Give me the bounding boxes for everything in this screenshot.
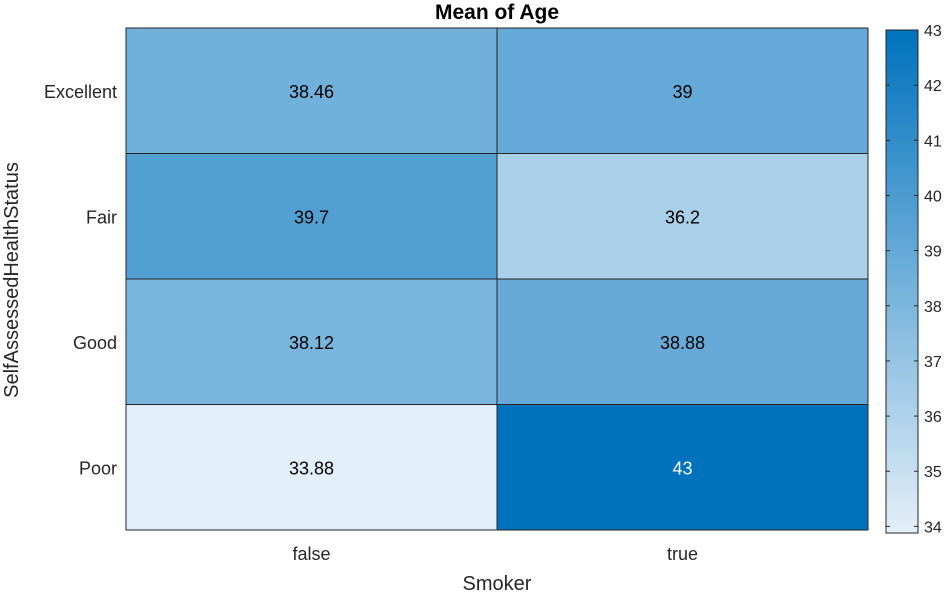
y-tick-label: Good xyxy=(73,333,117,353)
x-axis-ticks: false true xyxy=(292,544,698,564)
colorbar-ticks: 34 35 36 37 38 39 40 41 42 43 xyxy=(886,23,942,536)
cell-value-label: 43 xyxy=(672,458,692,478)
heatmap-cell xyxy=(125,404,498,531)
colorbar-tick-label: 36 xyxy=(924,409,942,426)
colorbar-tick-label: 42 xyxy=(924,78,942,95)
heatmap-cells: 38.46 39 39.7 36.2 38.12 38.88 33.88 43 xyxy=(125,27,869,531)
heatmap-cell xyxy=(496,278,869,405)
x-tick-label: false xyxy=(292,544,330,564)
colorbar-tick-label: 38 xyxy=(924,299,942,316)
x-tick-label: true xyxy=(667,544,698,564)
heatmap-cell xyxy=(125,27,498,154)
colorbar-tick-label: 37 xyxy=(924,354,942,371)
heatmap-cell xyxy=(496,404,869,531)
cell-value-label: 38.88 xyxy=(660,333,705,353)
chart-title: Mean of Age xyxy=(435,1,559,24)
colorbar-tick-label: 39 xyxy=(924,244,942,261)
cell-value-label: 33.88 xyxy=(289,458,334,478)
cell-value-label: 39 xyxy=(672,82,692,102)
colorbar-tick-label: 43 xyxy=(924,23,942,40)
cell-value-label: 38.46 xyxy=(289,82,334,102)
heatmap-cell xyxy=(496,27,869,154)
y-tick-label: Excellent xyxy=(44,82,117,102)
cell-value-label: 38.12 xyxy=(289,333,334,353)
colorbar-tick-label: 41 xyxy=(924,133,942,150)
y-tick-label: Poor xyxy=(79,458,117,478)
y-axis-ticks: Excellent Fair Good Poor xyxy=(44,82,117,479)
heatmap-cell xyxy=(125,153,498,280)
cell-value-label: 36.2 xyxy=(665,207,700,227)
y-tick-label: Fair xyxy=(86,207,117,227)
cell-value-label: 39.7 xyxy=(294,207,329,227)
x-axis-label: Smoker xyxy=(463,573,532,594)
heatmap-cell xyxy=(496,153,869,280)
y-axis-label: SelfAssessedHealthStatus xyxy=(1,162,23,398)
colorbar-tick-label: 34 xyxy=(924,519,942,536)
colorbar-tick-label: 35 xyxy=(924,464,942,481)
colorbar xyxy=(885,29,919,534)
heatmap-cell xyxy=(125,278,498,405)
colorbar-tick-label: 40 xyxy=(924,188,942,205)
